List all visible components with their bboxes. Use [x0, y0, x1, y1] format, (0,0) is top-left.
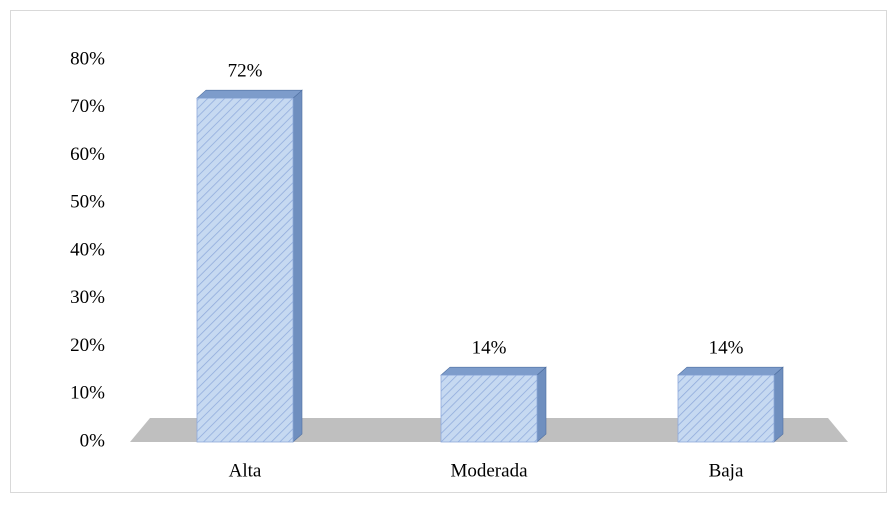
bar-top [440, 366, 547, 376]
bar-side [536, 366, 547, 443]
y-tick-label: 20% [70, 335, 105, 356]
y-tick-label: 70% [70, 96, 105, 117]
y-tick-label: 60% [70, 144, 105, 165]
y-tick-label: 10% [70, 383, 105, 404]
data-label: 72% [228, 61, 263, 82]
x-tick-label: Baja [709, 460, 744, 481]
bar-top [196, 89, 303, 99]
bar-side [292, 89, 303, 443]
y-tick-label: 50% [70, 192, 105, 213]
x-tick-label: Moderada [450, 460, 528, 481]
y-tick-label: 30% [70, 287, 105, 308]
y-tick-label: 80% [70, 48, 105, 69]
x-tick-label: Alta [229, 460, 262, 481]
bar-top [677, 366, 784, 376]
data-label: 14% [709, 338, 744, 359]
y-tick-label: 40% [70, 239, 105, 260]
y-tick-label: 0% [80, 430, 106, 451]
bar [440, 374, 538, 443]
bar [196, 97, 294, 443]
data-label: 14% [472, 338, 507, 359]
bar [677, 374, 775, 443]
bar-side [773, 366, 784, 443]
